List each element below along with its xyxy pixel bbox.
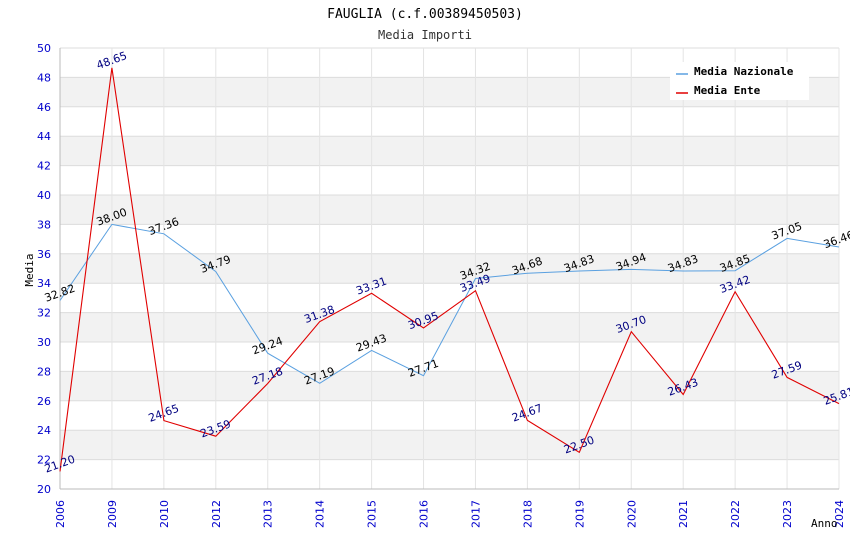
legend: Media Nazionale Media Ente [670, 62, 809, 100]
grid-band [60, 430, 839, 460]
x-tick-label: 2012 [210, 500, 223, 528]
y-tick-label: 30 [37, 336, 51, 349]
axes [59, 48, 839, 490]
y-axis-label: Media [23, 253, 36, 286]
series-line-media-nazionale [59, 223, 840, 384]
x-tick-label: 2022 [729, 500, 742, 528]
x-tick-label: 2017 [469, 500, 482, 528]
y-tick-label: 50 [37, 42, 51, 55]
x-axis-label: Anno [811, 517, 838, 530]
x-tick-label: 2024 [833, 500, 846, 528]
y-tick-label: 24 [37, 424, 51, 437]
y-tick-label: 26 [37, 395, 51, 408]
y-tick-label: 44 [37, 130, 51, 143]
y-tick-label: 42 [37, 160, 51, 173]
y-tick-label: 20 [37, 483, 51, 496]
x-tick-label: 2018 [521, 500, 534, 528]
y-tick-label: 28 [37, 365, 51, 378]
legend-box [670, 62, 809, 100]
grid-bands [60, 77, 839, 460]
series-line-media-ente [59, 67, 840, 472]
grid-band [60, 136, 839, 166]
x-tick-label: 2019 [573, 500, 586, 528]
data-label: 36.46 [822, 228, 850, 251]
series-lines [59, 67, 840, 472]
x-tick-label: 2009 [106, 500, 119, 528]
y-tick-labels: 20 22 24 26 28 30 32 34 36 38 40 42 44 46 48 50 [37, 42, 51, 496]
y-tick-label: 38 [37, 218, 51, 231]
x-tick-label: 2020 [625, 500, 638, 528]
grid-band [60, 253, 839, 284]
x-tick-label: 2010 [158, 500, 171, 528]
y-tick-label: 48 [37, 71, 51, 84]
y-tick-label: 36 [37, 248, 51, 261]
x-tick-label: 2006 [54, 500, 67, 528]
x-tick-label: 2015 [366, 500, 379, 528]
grid-band [60, 371, 839, 401]
legend-label-media-nazionale: Media Nazionale [694, 65, 794, 78]
x-tick-label: 2014 [314, 500, 327, 528]
chart-subtitle: Media Importi [378, 28, 472, 42]
x-tick-label: 2023 [781, 500, 794, 528]
y-tick-label: 40 [37, 189, 51, 202]
x-tick-label: 2016 [418, 500, 431, 528]
x-tick-labels: 2006 2009 2010 2012 2013 2014 2015 2016 2017 2018… [54, 500, 846, 528]
x-tick-label: 2013 [262, 500, 275, 528]
grid-band [60, 195, 839, 225]
y-tick-label: 22 [37, 454, 51, 467]
y-tick-label: 32 [37, 307, 51, 320]
legend-label-media-ente: Media Ente [694, 84, 761, 97]
y-tick-label: 46 [37, 101, 51, 114]
x-tick-label: 2021 [677, 500, 690, 528]
chart-title: FAUGLIA (c.f.00389450503) [327, 7, 523, 22]
y-tick-label: 34 [37, 277, 51, 290]
